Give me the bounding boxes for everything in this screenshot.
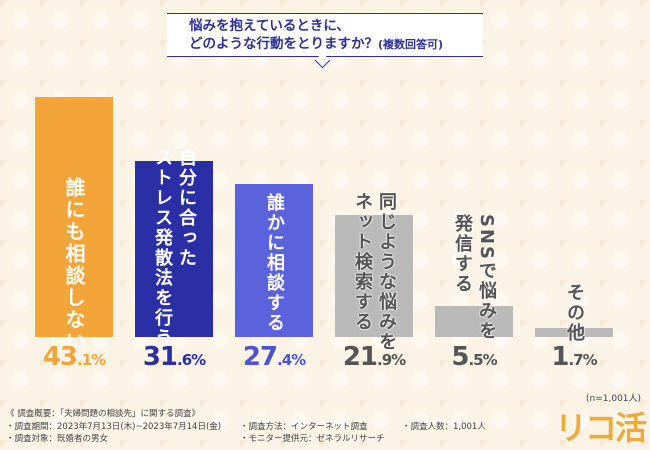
survey-provider: ・モニター提供元：ゼネラルリサーチ xyxy=(240,434,385,444)
value-label-6: 1.7% xyxy=(551,342,597,372)
bar-6 xyxy=(535,327,613,337)
sample-size: (n=1,001人) xyxy=(586,394,642,404)
bar-2 xyxy=(135,161,213,337)
title-line-1: 悩みを抱えているときに、 xyxy=(189,18,350,34)
survey-target: ・調査対象：既婚者の男女 xyxy=(6,434,109,444)
bar-label-1: 誰にも相談しない xyxy=(62,177,86,353)
survey-heading: 《 調査概要：「夫婦問題の相談先」に関する調査》 xyxy=(6,409,200,419)
value-label-2: 31.6% xyxy=(142,342,206,372)
question-title: 悩みを抱えているときに、 どのような行動をとりますか？(複数回答可) xyxy=(167,13,483,57)
survey-count: ・調査人数：1,001人 xyxy=(402,422,486,432)
title-line-2: どのような行動をとりますか？ xyxy=(189,36,378,52)
title-note: (複数回答可) xyxy=(378,38,444,51)
bar-label-3: 誰かに相談する xyxy=(264,193,285,333)
bar-label-6: その他 xyxy=(564,283,585,343)
value-label-3: 27.4% xyxy=(242,342,306,372)
bar-3 xyxy=(235,184,313,337)
rikokatsu-logo: リコ活 xyxy=(555,409,647,447)
bar-label-2: 自分に合った ストレス発散法を行う xyxy=(152,148,197,348)
value-label-4: 21.9% xyxy=(342,342,406,372)
bar-label-5: SNSで悩みを 発信する xyxy=(452,214,497,341)
bar-5 xyxy=(435,306,513,337)
bar-label-4: 同じような悩みを ネット検索する xyxy=(352,192,397,352)
survey-method: ・調査方法：インターネット調査 xyxy=(240,422,368,432)
bar-4 xyxy=(335,215,413,337)
bar-1 xyxy=(35,97,113,337)
survey-period: ・調査期間：2023年7月13日(木)~2023年7月14日(金) xyxy=(6,422,222,432)
value-label-1: 43.1% xyxy=(42,342,106,372)
value-label-5: 5.5% xyxy=(451,342,497,372)
